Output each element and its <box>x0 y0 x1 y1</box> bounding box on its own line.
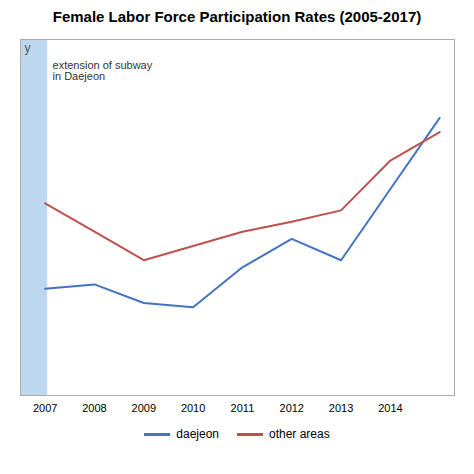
svg-text:2008: 2008 <box>82 402 106 414</box>
svg-text:2012: 2012 <box>280 402 304 414</box>
html-text:Female Labor Force Participati: Female Labor Force Participation Rates (… <box>52 8 422 25</box>
svg-text:2007: 2007 <box>33 402 57 414</box>
svg-text:y: y <box>25 41 31 55</box>
svg-text:2010: 2010 <box>181 402 205 414</box>
svg-text:extension of subwayin Daejeon: extension of subwayin Daejeon <box>53 59 153 82</box>
svg-text:2011: 2011 <box>231 402 255 414</box>
html-text:other areas: other areas <box>269 427 330 441</box>
svg-text:2014: 2014 <box>378 402 402 414</box>
svg-text:2009: 2009 <box>132 402 156 414</box>
svg-text:2013: 2013 <box>329 402 353 414</box>
html-text:daejeon: daejeon <box>176 427 219 441</box>
